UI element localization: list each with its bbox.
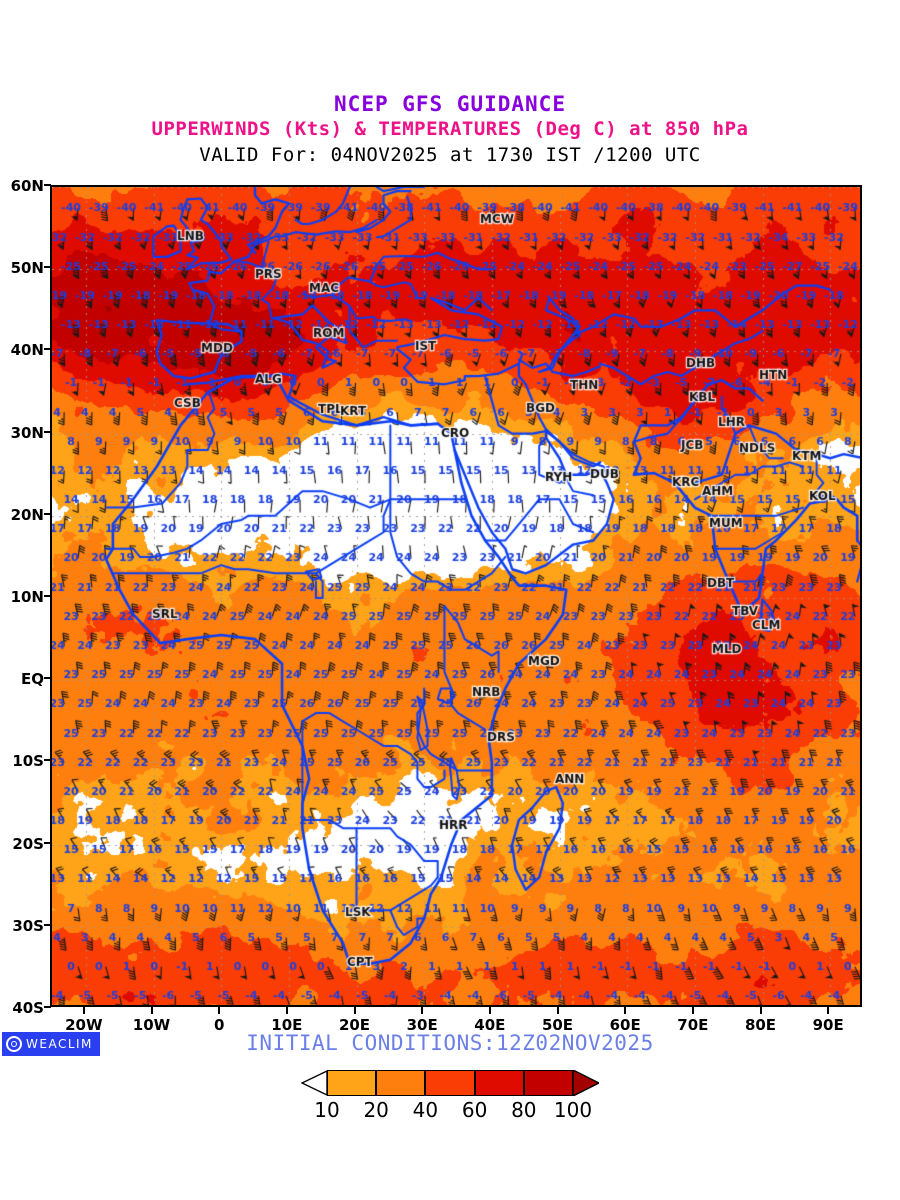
x-tick-mark	[556, 1007, 559, 1014]
y-tick-label: 10S	[12, 752, 44, 771]
chart-valid-time-line: VALID For: 04NOV2025 at 1730 IST /1200 U…	[199, 144, 701, 166]
y-tick-label: 50N	[10, 259, 44, 278]
x-tick-label: 50E	[541, 1016, 574, 1034]
colorbar-block: 10 20 40 60 80 100	[0, 1068, 900, 1124]
x-tick-label: 30E	[406, 1016, 438, 1034]
colorbar-swatch	[376, 1070, 426, 1096]
colorbar-tick-label: 80	[511, 1098, 537, 1122]
chart-title-block: NCEP GFS GUIDANCE UPPERWINDS (Kts) & TEM…	[0, 92, 900, 168]
x-tick-label: 90E	[812, 1016, 844, 1034]
y-tick-mark	[44, 430, 51, 433]
x-tick-mark	[421, 1007, 424, 1014]
y-tick-mark	[44, 759, 51, 762]
x-tick-label: 40E	[474, 1016, 506, 1034]
y-tick-label: 30S	[12, 916, 44, 935]
weaclim-logo-badge[interactable]: WEACLIM	[2, 1032, 100, 1056]
x-tick-label: 10E	[271, 1016, 303, 1034]
x-tick-label: 0	[213, 1016, 225, 1034]
x-tick-mark	[624, 1007, 627, 1014]
colorbar[interactable]	[300, 1068, 601, 1098]
x-tick-label: 10W	[132, 1016, 171, 1034]
colorbar-swatch	[425, 1070, 475, 1096]
map-canvas-stack	[52, 187, 860, 1005]
y-tick-mark	[44, 841, 51, 844]
y-tick-label: 20N	[10, 505, 44, 524]
x-tick-mark	[150, 1007, 153, 1014]
x-tick-mark	[82, 1007, 85, 1014]
x-tick-mark	[285, 1007, 288, 1014]
y-tick-label: 40N	[10, 341, 44, 360]
colorbar-swatch	[523, 1070, 573, 1096]
y-tick-mark	[44, 512, 51, 515]
weather-map-plot[interactable]	[50, 185, 862, 1007]
x-tick-label: 80E	[744, 1016, 777, 1034]
colorbar-tick-label: 40	[412, 1098, 439, 1122]
x-tick-label: 70E	[677, 1016, 709, 1034]
y-tick-mark	[44, 1006, 51, 1008]
colorbar-tick-label: 100	[553, 1098, 593, 1122]
y-tick-label: 20S	[12, 834, 44, 853]
city-labels-layer	[52, 187, 860, 1005]
weaclim-logo-label: WEACLIM	[26, 1037, 93, 1051]
y-tick-mark	[44, 595, 51, 597]
colorbar-under-arrow	[301, 1070, 327, 1096]
colorbar-under-arrow-outline	[300, 1069, 328, 1097]
y-axis: 60N 50N 40N 30N 20N 10N EQ 10S 20S 30S 40S	[0, 177, 900, 1017]
x-tick-mark	[691, 1007, 694, 1014]
y-tick-label: EQ	[21, 670, 44, 689]
y-tick-label: 40S	[12, 999, 44, 1017]
colorbar-tick-label: 10	[314, 1098, 340, 1122]
x-axis: 20W 10W 0 10E 20E 30E 40E 50E 60E 70E 80E 90E	[50, 1007, 862, 1041]
y-tick-label: 30N	[10, 423, 44, 442]
colorbar-swatch	[474, 1070, 524, 1096]
chart-title-line1: NCEP GFS GUIDANCE	[334, 92, 566, 116]
y-tick-mark	[44, 923, 51, 926]
x-tick-label: 20W	[65, 1016, 103, 1034]
x-tick-mark	[759, 1007, 762, 1014]
colorbar-tick-labels: 10 20 40 60 80 100	[301, 1098, 599, 1124]
colorbar-swatch	[327, 1070, 377, 1096]
initial-conditions-label: INITIAL CONDITIONS:12Z02NOV2025	[246, 1031, 654, 1055]
x-tick-mark	[827, 1007, 830, 1014]
x-tick-label: 20E	[338, 1016, 371, 1034]
x-tick-mark	[218, 1007, 221, 1014]
y-tick-mark	[44, 266, 51, 269]
colorbar-over-arrow	[572, 1068, 601, 1098]
x-tick-mark	[353, 1007, 356, 1014]
x-tick-mark	[488, 1007, 491, 1014]
y-tick-mark	[44, 677, 51, 680]
y-tick-mark	[44, 184, 51, 186]
chart-title-line2: UPPERWINDS (Kts) & TEMPERATURES (Deg C) …	[151, 118, 749, 140]
x-tick-label: 60E	[609, 1016, 641, 1034]
colorbar-tick-label: 60	[461, 1098, 488, 1122]
colorbar-tick-label: 20	[363, 1098, 389, 1122]
y-tick-label: 10N	[10, 588, 44, 606]
y-tick-mark	[44, 348, 51, 351]
circle-c-icon	[6, 1036, 22, 1052]
y-tick-label: 60N	[10, 177, 44, 195]
